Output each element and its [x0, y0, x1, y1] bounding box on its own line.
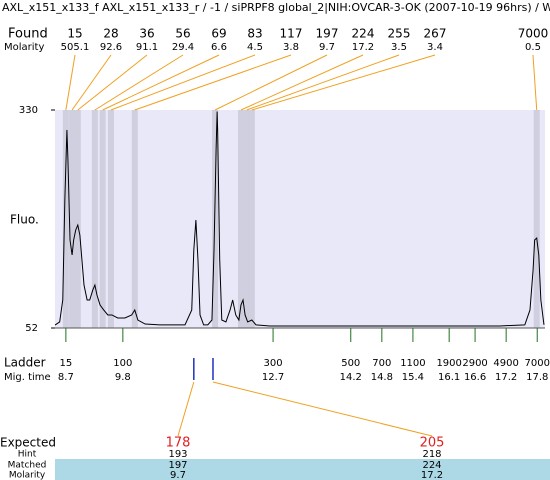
expected-matched: 197: [168, 460, 187, 471]
molarity-label: Molarity: [4, 42, 44, 53]
ladder-time: 17.2: [495, 372, 517, 383]
title: AXL_x151_x133_f AXL_x151_x133_r / -1 / s…: [2, 1, 550, 14]
y-tick-label: 52: [25, 323, 38, 334]
ladder-time: 14.8: [371, 372, 393, 383]
found-molarity: 0.5: [525, 42, 541, 53]
found-molarity: 29.4: [172, 42, 194, 53]
found-size: 197: [316, 27, 339, 41]
found-size: 224: [352, 27, 375, 41]
ladder-time: 14.2: [340, 372, 362, 383]
expected-row-label: Matched: [8, 461, 47, 471]
expected-hint: 218: [422, 449, 441, 460]
peak-leader: [214, 54, 328, 111]
ladder-size: 15: [60, 358, 73, 369]
expected-size: 205: [420, 436, 445, 451]
expected-molarity: 9.7: [170, 470, 186, 480]
expected-label: Expected: [0, 436, 56, 450]
peak-leader: [71, 54, 112, 111]
peak-band: [248, 110, 255, 328]
ladder-size: 500: [341, 358, 360, 369]
peak-leader: [532, 54, 538, 111]
ladder-size: 4900: [493, 358, 518, 369]
found-size: 83: [247, 27, 262, 41]
found-size: 7000: [518, 27, 549, 41]
peak-band: [107, 110, 114, 328]
peak-leader: [77, 54, 148, 111]
found-molarity: 17.2: [352, 42, 374, 53]
found-molarity: 92.6: [100, 42, 122, 53]
ladder-time: 9.8: [115, 372, 131, 383]
mig-time-label: Mig. time: [4, 372, 51, 383]
expected-leader: [212, 381, 433, 437]
found-molarity: 6.6: [211, 42, 227, 53]
expected-row-label: Molarity: [9, 471, 46, 480]
found-molarity: 91.1: [136, 42, 158, 53]
expected-row-label: Hint: [18, 450, 37, 460]
peak-leader: [102, 54, 220, 111]
peak-leader: [251, 54, 436, 111]
found-molarity: 3.8: [283, 42, 299, 53]
ladder-size: 7000: [525, 358, 550, 369]
peak-leader: [94, 54, 184, 111]
expected-size: 178: [166, 436, 191, 451]
peak-leader: [65, 54, 76, 111]
found-size: 69: [211, 27, 226, 41]
ladder-size: 1100: [400, 358, 425, 369]
ladder-time: 17.8: [526, 372, 548, 383]
peak-band: [99, 110, 106, 328]
ladder-size: 300: [264, 358, 283, 369]
plot-area: [55, 110, 545, 328]
ladder-time: 16.1: [438, 372, 460, 383]
ladder-time: 12.7: [262, 372, 284, 383]
peak-leader: [134, 54, 292, 111]
y-tick-label: 330: [19, 105, 38, 116]
found-molarity: 505.1: [61, 42, 90, 53]
peak-band: [237, 110, 244, 328]
found-size: 15: [67, 27, 82, 41]
y-axis-label: Fluo.: [10, 213, 39, 227]
ladder-time: 15.4: [402, 372, 424, 383]
peak-band: [243, 110, 250, 328]
ladder-size: 700: [372, 358, 391, 369]
ladder-size: 100: [113, 358, 132, 369]
expected-hint: 193: [168, 449, 187, 460]
expected-molarity: 17.2: [421, 470, 443, 480]
found-size: 56: [175, 27, 190, 41]
peak-band: [131, 110, 138, 328]
found-size: 36: [139, 27, 154, 41]
found-label: Found: [8, 27, 48, 42]
ladder-label: Ladder: [4, 356, 46, 370]
found-size: 28: [103, 27, 118, 41]
found-size: 267: [424, 27, 447, 41]
found-molarity: 3.4: [427, 42, 443, 53]
matched-row-bg: [55, 459, 550, 480]
peak-band: [69, 110, 76, 328]
expected-matched: 224: [422, 460, 441, 471]
ladder-time: 16.6: [464, 372, 486, 383]
expected-leader: [177, 381, 195, 437]
peak-band: [74, 110, 81, 328]
peak-band: [533, 110, 540, 328]
found-molarity: 9.7: [319, 42, 335, 53]
found-molarity: 4.5: [247, 42, 263, 53]
ladder-size: 2900: [462, 358, 487, 369]
trace: [54, 111, 545, 327]
peak-band: [91, 110, 98, 328]
peak-band: [62, 110, 69, 328]
ladder-time: 8.7: [58, 372, 74, 383]
found-size: 255: [388, 27, 411, 41]
peak-leader: [240, 54, 364, 111]
found-size: 117: [280, 27, 303, 41]
ladder-size: 1900: [436, 358, 461, 369]
peak-leader: [110, 54, 256, 111]
found-molarity: 3.5: [391, 42, 407, 53]
peak-leader: [246, 54, 400, 111]
